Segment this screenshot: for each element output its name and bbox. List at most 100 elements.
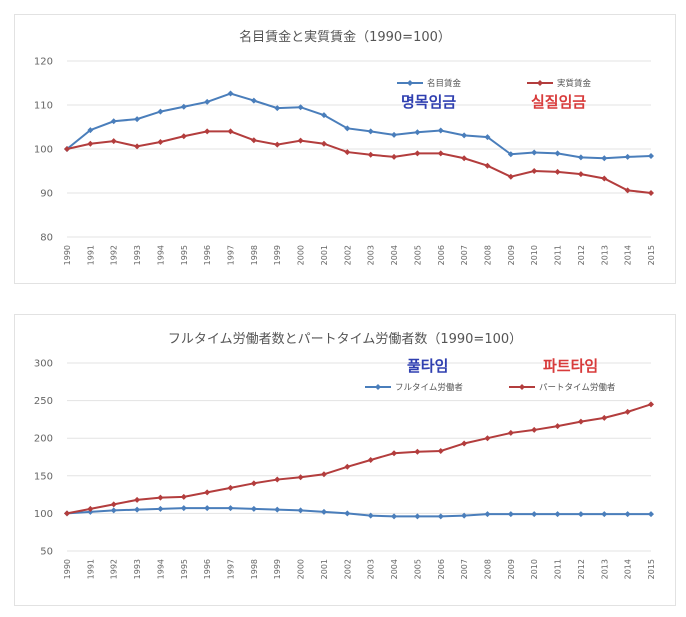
data-point [414,513,421,520]
legend-label-parttime: パートタイム労働者 [539,382,616,393]
data-point [484,162,491,169]
data-point [437,150,444,157]
data-point [227,90,234,97]
y-tick-label: 80 [40,233,53,244]
data-point [484,134,491,141]
data-point [227,128,234,135]
x-tick-label: 2011 [554,245,563,265]
data-point [367,151,374,158]
legend-label-nominal: 名目賃金 [427,78,462,89]
x-tick-label: 2009 [507,245,516,265]
chart-title: フルタイム労働者数とパートタイム労働者数（1990=100） [168,332,522,347]
data-point [250,137,257,144]
data-point [461,512,468,519]
data-point [297,507,304,514]
data-point [437,513,444,520]
x-tick-label: 1992 [110,245,119,265]
legend-label-fulltime: フルタイム労働者 [395,382,463,393]
y-tick-label: 150 [34,471,53,482]
x-tick-label: 2008 [483,559,492,579]
x-tick-label: 2014 [624,559,633,579]
data-point [601,175,608,182]
data-point [461,132,468,139]
legend-marker-fulltime [375,384,381,390]
x-tick-label: 1996 [203,559,212,579]
y-tick-label: 110 [34,101,53,112]
x-tick-label: 1994 [156,559,165,579]
data-point [110,138,117,145]
x-tick-label: 1993 [133,245,142,265]
data-point [297,137,304,144]
data-point [577,511,584,518]
data-point [391,131,398,138]
data-point [577,418,584,425]
data-point [64,146,70,152]
data-point [367,128,374,135]
data-point [601,155,608,162]
x-tick-label: 2000 [297,245,306,265]
data-point [134,116,141,123]
x-tick-label: 1998 [250,245,259,265]
y-tick-label: 200 [34,434,53,445]
x-tick-label: 1995 [180,245,189,265]
x-tick-label: 2010 [530,559,539,579]
x-tick-label: 1992 [110,559,119,579]
data-point [274,141,281,148]
data-point [437,127,444,134]
data-point [554,168,561,175]
data-point [531,426,538,433]
data-point [624,187,631,194]
data-point [624,408,631,415]
data-point [134,506,141,513]
data-point [367,457,374,464]
data-point [110,507,117,514]
data-point [507,429,514,436]
data-point [134,143,141,150]
data-point [204,98,211,105]
annotation-real-korean: 실질임금 [531,93,586,111]
x-tick-label: 2009 [507,559,516,579]
data-point [64,510,70,517]
data-point [601,414,608,421]
legend-marker-nominal [407,80,413,86]
data-point [414,448,421,455]
x-tick-label: 2002 [343,245,352,265]
data-point [87,505,94,512]
x-tick-label: 2015 [647,245,656,265]
data-point [484,435,491,442]
y-tick-label: 120 [34,57,53,68]
x-tick-label: 2008 [483,245,492,265]
x-tick-label: 2005 [413,245,422,265]
data-point [87,140,94,147]
x-tick-label: 1999 [273,559,282,579]
data-point [531,511,538,518]
y-tick-label: 250 [34,396,53,407]
data-point [531,149,538,156]
x-tick-label: 2005 [413,559,422,579]
series-line-1 [66,130,652,194]
data-point [507,511,514,518]
x-tick-label: 1990 [63,245,72,265]
x-tick-label: 2006 [437,559,446,579]
data-point [531,168,538,174]
annotation-parttime-korean: 파트타임 [543,357,598,375]
x-tick-label: 2000 [297,559,306,579]
data-point [344,510,351,517]
x-tick-label: 2007 [460,245,469,265]
annotation-nominal-korean: 명목임금 [401,93,456,111]
data-point [624,153,631,160]
data-point [180,133,187,140]
data-point [274,476,281,483]
data-point [391,513,398,520]
data-point [414,150,421,157]
data-point [484,511,491,518]
data-point [414,129,421,136]
data-point [110,501,117,508]
data-point [648,190,654,196]
annotation-fulltime-korean: 풀타임 [407,357,448,375]
data-point [250,505,257,512]
data-point [250,480,257,487]
data-point [274,105,281,112]
x-tick-label: 2013 [600,245,609,265]
x-tick-label: 2012 [577,559,586,579]
